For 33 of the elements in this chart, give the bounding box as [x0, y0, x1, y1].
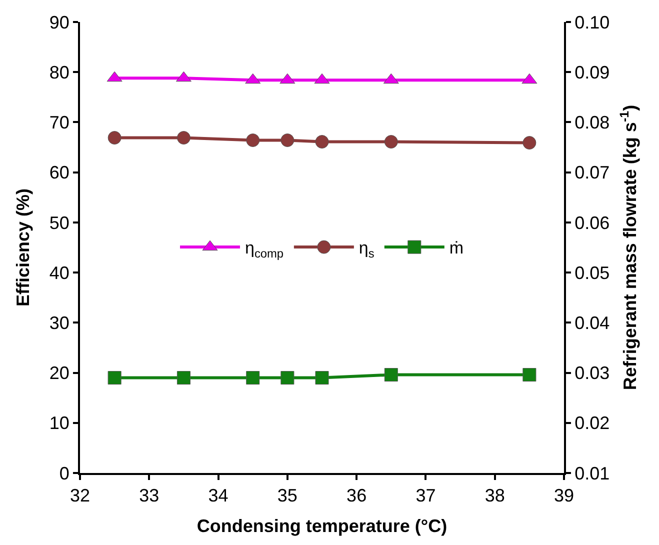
y2-tick-label: 0.03	[574, 363, 610, 384]
y-tick-label: 70	[49, 112, 70, 133]
y-tick-label: 90	[49, 12, 70, 32]
x-axis-title: Condensing temperature (°C)	[196, 516, 448, 536]
x-tick-label: 37	[416, 486, 436, 506]
legend-label: ṁ	[449, 238, 464, 258]
x-tick-label: 35	[277, 486, 298, 506]
y2-tick-label: 0.02	[574, 413, 610, 434]
y-tick-label: 80	[49, 62, 70, 82]
y-tick-label: 50	[49, 212, 70, 233]
y2-tick-label: 0.08	[574, 112, 610, 133]
x-tick-label: 33	[139, 486, 160, 506]
x-tick-label: 36	[346, 486, 367, 506]
y-axis-title: Efficiency (%)	[13, 188, 34, 307]
y2-tick-label: 0.09	[574, 62, 610, 82]
y2-tick-label: 0.10	[574, 12, 610, 32]
y-tick-label: 0	[59, 463, 70, 484]
y-tick-label: 40	[49, 262, 70, 283]
y2-tick-label: 0.04	[574, 312, 610, 333]
y2-tick-label: 0.05	[574, 262, 610, 283]
y-tick-label: 30	[49, 312, 70, 333]
x-tick-label: 38	[484, 486, 505, 506]
legend-label: η$_{comp}$	[245, 238, 284, 260]
x-tick-label: 34	[208, 486, 228, 506]
y-tick-label: 60	[49, 162, 70, 183]
x-tick-label: 32	[70, 486, 90, 506]
y2-tick-label: 0.07	[574, 162, 610, 183]
y2-tick-label: 0.01	[574, 463, 610, 484]
y2-tick-label: 0.06	[574, 212, 610, 233]
x-tick-label: 39	[554, 486, 574, 506]
legend-label: η$_{s}$	[358, 238, 374, 260]
y-tick-label: 20	[49, 363, 70, 384]
y-tick-label: 10	[49, 413, 70, 434]
